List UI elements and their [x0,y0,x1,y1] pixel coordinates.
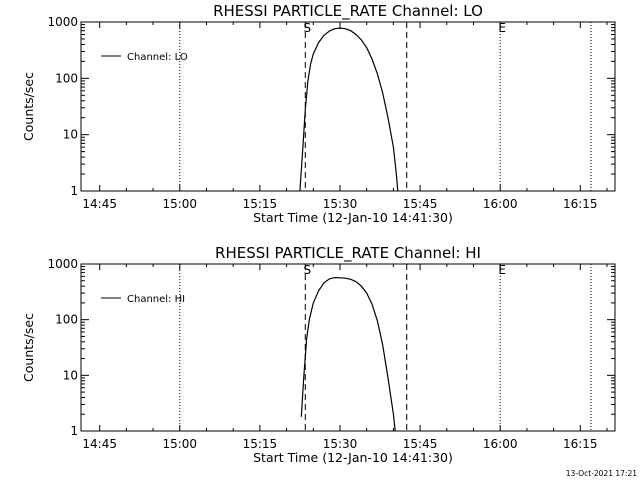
x-tick-label: 16:15 [563,197,598,211]
x-tick-label: 16:15 [563,437,598,451]
particle-rate-series-line [299,27,399,192]
y-tick-label: 10 [63,128,78,142]
y-tick-label: 1 [70,424,78,438]
y-axis-label: Counts/sec [21,72,36,141]
y-axis-label: Counts/sec [21,313,36,382]
event-marker-label: S [303,21,311,35]
event-marker-label: E [498,263,506,277]
legend-label: Channel: LO [127,52,188,63]
x-tick-label: 15:00 [162,437,197,451]
x-tick-label: 16:00 [483,197,518,211]
x-tick-label: 16:00 [483,437,518,451]
x-tick-label: 15:00 [162,197,197,211]
x-tick-label: 14:45 [82,197,117,211]
particle-rate-series-line [300,276,396,432]
x-axis-label: Start Time (12-Jan-10 14:41:30) [253,210,453,225]
y-tick-label: 1000 [47,15,78,29]
plot-timestamp: 13-Oct-2021 17:21 [566,469,637,478]
chart-panel-hi: RHESSI PARTICLE_RATE Channel: HIS E 14:45 1… [21,244,616,465]
chart-title: RHESSI PARTICLE_RATE Channel: LO [213,2,483,21]
chart-panel-lo: RHESSI PARTICLE_RATE Channel: LOS E 14:45 1… [21,2,616,225]
x-tick-label: 15:45 [403,437,438,451]
y-tick-label: 100 [55,313,78,327]
x-tick-label: 15:30 [323,437,358,451]
y-tick-label: 1 [70,184,78,198]
event-marker-label: S [303,263,311,277]
legend-label: Channel: HI [127,294,185,305]
x-tick-label: 15:15 [243,197,278,211]
y-tick-label: 10 [63,368,78,382]
chart-title: RHESSI PARTICLE_RATE Channel: HI [215,244,481,263]
plot-frame [80,263,616,432]
y-tick-label: 100 [55,71,78,85]
x-tick-label: 15:30 [323,197,358,211]
x-tick-label: 14:45 [82,437,117,451]
y-tick-label: 1000 [47,257,78,271]
x-axis-label: Start Time (12-Jan-10 14:41:30) [253,450,453,465]
event-marker-label: E [498,21,506,35]
plot-frame [80,21,616,192]
x-tick-label: 15:45 [403,197,438,211]
x-tick-label: 15:15 [243,437,278,451]
